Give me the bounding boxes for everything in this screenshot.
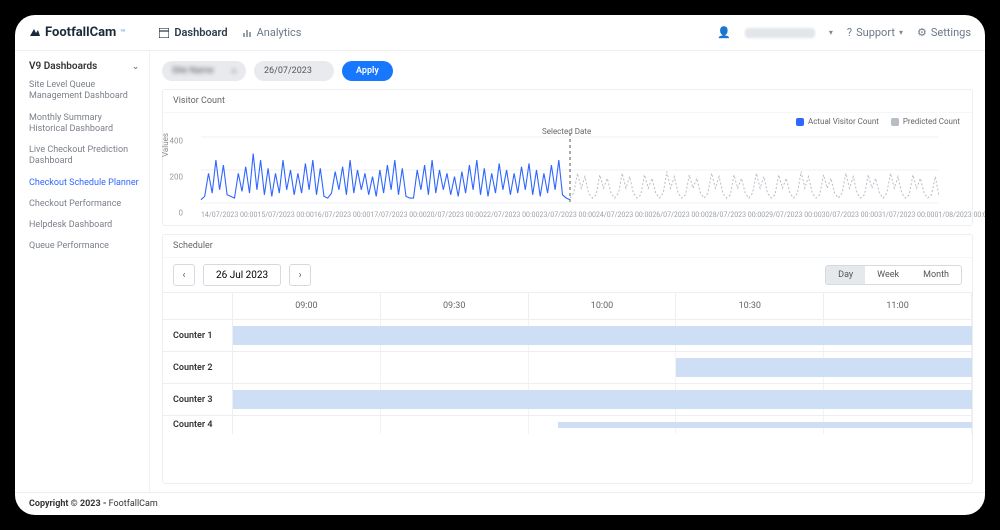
y-axis-label: Values (161, 133, 170, 157)
footer-copyright: Copyright © 2023 - FootfallCam (15, 492, 985, 515)
gear-icon: ⚙ (917, 26, 927, 39)
brand-logo: FootfallCam ™ (29, 25, 125, 40)
sidebar-item[interactable]: Live Checkout Prediction Dashboard (29, 145, 139, 168)
x-tick-label: 17/07/2023 00:00 (370, 211, 426, 219)
sidebar-item[interactable]: Checkout Performance (29, 199, 139, 210)
site-dropdown-value: Site Name (172, 66, 213, 76)
legend-actual-label: Actual Visitor Count (808, 117, 879, 126)
x-tick-label: 14/07/2023 00:00 (201, 211, 257, 219)
date-field[interactable]: 26/07/2023 (254, 61, 334, 81)
sidebar-item[interactable]: Checkout Schedule Planner (29, 178, 139, 189)
scheduler-row: Counter 4 (163, 416, 972, 434)
nav-settings[interactable]: ⚙ Settings (917, 26, 971, 39)
selected-date-label: Selected Date (542, 127, 591, 136)
nav-analytics[interactable]: Analytics (242, 26, 302, 39)
counter-label: Counter 1 (163, 320, 233, 351)
scheduler-title: Scheduler (163, 235, 972, 258)
visitor-count-title: Visitor Count (163, 90, 972, 113)
time-column-header: 09:30 (381, 293, 529, 319)
brand-tm: ™ (120, 28, 125, 37)
user-name-redacted (745, 28, 815, 38)
visitor-count-card: Visitor Count Actual Visitor Count Predi… (162, 89, 973, 226)
brand-icon (29, 27, 41, 39)
schedule-bar[interactable] (233, 390, 972, 409)
schedule-bar[interactable] (676, 358, 972, 377)
x-tick-label: 31/07/2023 00:00 (878, 211, 934, 219)
schedule-bar[interactable] (233, 326, 972, 345)
counter-label: Counter 2 (163, 352, 233, 383)
apply-button[interactable]: Apply (342, 61, 393, 81)
scheduler-row: Counter 2 (163, 352, 972, 384)
scheduler-date-label: 26 Jul 2023 (216, 270, 268, 281)
x-tick-label: 01/08/2023 00:00 (934, 211, 985, 219)
nav-settings-label: Settings (931, 26, 971, 39)
chevron-down-icon: ▾ (232, 67, 236, 76)
scheduler-row: Counter 3 (163, 384, 972, 416)
x-tick-label: 29/07/2023 00:00 (765, 211, 821, 219)
x-tick-label: 23/07/2023 00:00 (540, 211, 596, 219)
date-field-value: 26/07/2023 (264, 66, 312, 76)
scheduler-row: Counter 1 (163, 320, 972, 352)
sidebar-group[interactable]: V9 Dashboards ⌄ (29, 61, 139, 72)
legend-predicted: Predicted Count (891, 117, 960, 126)
sidebar-item[interactable]: Site Level Queue Management Dashboard (29, 80, 139, 103)
x-tick-label: 20/07/2023 00:00 (427, 211, 483, 219)
scheduler-date-button[interactable]: 26 Jul 2023 (203, 264, 281, 286)
legend-predicted-label: Predicted Count (903, 117, 960, 126)
nav-dashboard-label: Dashboard (174, 26, 227, 39)
chevron-down-icon: ▾ (899, 28, 903, 37)
dashboard-icon (159, 28, 169, 38)
user-avatar-icon: 👤 (717, 26, 731, 39)
sidebar-item[interactable]: Helpdesk Dashboard (29, 220, 139, 231)
sidebar-item[interactable]: Monthly Summary Historical Dashboard (29, 113, 139, 136)
time-column-header: 10:00 (529, 293, 677, 319)
scheduler-card: Scheduler ‹ 26 Jul 2023 › Day Week Month… (162, 234, 973, 484)
legend-actual: Actual Visitor Count (796, 117, 879, 126)
analytics-icon (242, 28, 252, 38)
nav-dashboard[interactable]: Dashboard (159, 26, 227, 39)
scheduler-view-toggle: Day Week Month (825, 265, 962, 285)
x-tick-label: 22/07/2023 00:00 (483, 211, 539, 219)
x-tick-label: 15/07/2023 00:00 (257, 211, 313, 219)
x-tick-label: 30/07/2023 00:00 (822, 211, 878, 219)
sidebar-item[interactable]: Queue Performance (29, 241, 139, 252)
counter-label: Counter 3 (163, 384, 233, 415)
support-icon: ? (847, 26, 852, 39)
nav-support[interactable]: ? Support ▾ (847, 26, 903, 39)
counter-label: Counter 4 (163, 416, 233, 434)
x-tick-label: 16/07/2023 00:00 (314, 211, 370, 219)
user-menu-caret[interactable]: ▾ (829, 28, 833, 37)
view-day[interactable]: Day (826, 266, 865, 284)
apply-button-label: Apply (356, 66, 379, 76)
scheduler-next-button[interactable]: › (289, 264, 311, 286)
view-week[interactable]: Week (865, 266, 911, 284)
nav-support-label: Support (856, 26, 895, 39)
time-column-header: 11:00 (824, 293, 972, 319)
time-column-header: 10:30 (676, 293, 824, 319)
x-tick-label: 26/07/2023 00:00 (652, 211, 708, 219)
scheduler-prev-button[interactable]: ‹ (173, 264, 195, 286)
chevron-down-icon: ⌄ (132, 62, 139, 71)
sidebar-group-label: V9 Dashboards (29, 61, 97, 72)
brand-name: FootfallCam (45, 25, 116, 40)
schedule-bar[interactable] (558, 422, 972, 428)
nav-analytics-label: Analytics (257, 26, 302, 39)
x-tick-label: 28/07/2023 00:00 (709, 211, 765, 219)
view-month[interactable]: Month (911, 266, 961, 284)
x-tick-label: 24/07/2023 00:00 (596, 211, 652, 219)
time-column-header: 09:00 (233, 293, 381, 319)
site-dropdown[interactable]: Site Name ▾ (162, 61, 246, 81)
